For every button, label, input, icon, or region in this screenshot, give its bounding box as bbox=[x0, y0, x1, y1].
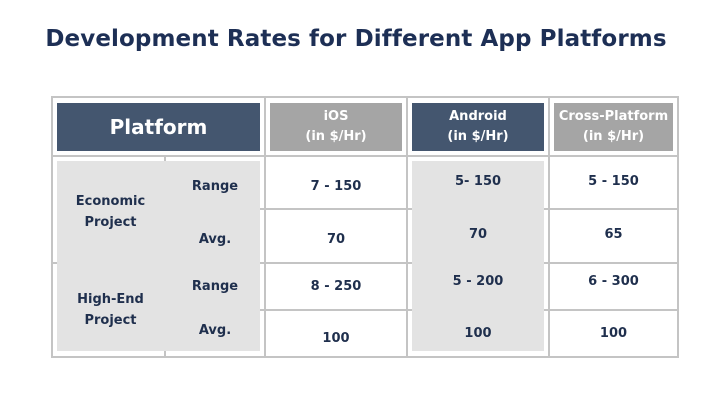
row-label-text: Avg. bbox=[198, 231, 232, 247]
value-cell-android: 5 - 200 bbox=[408, 269, 548, 293]
value-text: 8 - 250 bbox=[310, 278, 362, 294]
value-text: 70 bbox=[468, 226, 488, 242]
page-title: Development Rates for Different App Plat… bbox=[45, 26, 667, 52]
value-text: 100 bbox=[599, 325, 628, 341]
group-label-line: High-End bbox=[77, 292, 144, 307]
header-platform: Platform bbox=[57, 103, 260, 151]
header-cross-name: Cross-Platform bbox=[558, 109, 669, 124]
grid-line bbox=[548, 98, 550, 356]
header-cross-platform: Cross-Platform (in $/Hr) bbox=[554, 103, 673, 151]
header-ios-unit: (in $/Hr) bbox=[305, 129, 367, 144]
value-text: 70 bbox=[326, 231, 346, 247]
header-ios-name: iOS bbox=[323, 109, 349, 124]
value-cell-ios: 8 - 250 bbox=[266, 274, 406, 298]
value-text: 5- 150 bbox=[454, 173, 502, 189]
value-cell-ios: 70 bbox=[266, 227, 406, 251]
grid-line bbox=[53, 262, 677, 264]
grid-line bbox=[53, 155, 677, 157]
value-cell-ios: 7 - 150 bbox=[266, 174, 406, 198]
header-android-name: Android bbox=[449, 109, 507, 124]
value-cell-android: 70 bbox=[408, 222, 548, 246]
group-label-high-end: High-End Project bbox=[57, 264, 164, 356]
value-text: 6 - 300 bbox=[588, 273, 639, 289]
group-label-line: Project bbox=[84, 313, 137, 328]
row-label-text: Avg. bbox=[198, 322, 232, 338]
value-text: 7 - 150 bbox=[310, 178, 362, 194]
grid-line bbox=[406, 98, 408, 356]
value-text: 100 bbox=[464, 325, 492, 341]
grid-line bbox=[264, 98, 266, 356]
row-label-avg: Avg. bbox=[166, 318, 264, 342]
value-text: 100 bbox=[322, 330, 350, 346]
value-cell-cross-platform: 6 - 300 bbox=[550, 269, 677, 293]
row-label-text: Range bbox=[191, 278, 239, 294]
header-android: Android (in $/Hr) bbox=[412, 103, 544, 151]
android-column-shade bbox=[412, 161, 544, 351]
group-label-line: Project bbox=[84, 214, 137, 230]
value-cell-cross-platform: 65 bbox=[550, 222, 677, 246]
header-ios: iOS (in $/Hr) bbox=[270, 103, 402, 151]
row-label-avg: Avg. bbox=[166, 227, 264, 251]
rates-table: Platform iOS (in $/Hr) Android (in $/Hr)… bbox=[51, 96, 679, 358]
row-label-text: Range bbox=[191, 178, 239, 194]
group-label-line: Economic bbox=[75, 193, 146, 209]
row-label-range: Range bbox=[166, 274, 264, 298]
header-cross-unit: (in $/Hr) bbox=[582, 129, 645, 144]
value-cell-ios: 100 bbox=[266, 326, 406, 350]
value-cell-android: 100 bbox=[408, 321, 548, 345]
label-column-shade bbox=[57, 161, 260, 351]
value-text: 5 - 150 bbox=[588, 173, 639, 189]
header-platform-label: Platform bbox=[109, 115, 208, 139]
value-text: 65 bbox=[604, 226, 623, 242]
value-cell-cross-platform: 5 - 150 bbox=[550, 169, 677, 193]
value-cell-cross-platform: 100 bbox=[550, 321, 677, 345]
row-label-range: Range bbox=[166, 174, 264, 198]
value-text: 5 - 200 bbox=[452, 273, 504, 289]
group-label-economic: Economic Project bbox=[57, 161, 164, 262]
value-cell-android: 5- 150 bbox=[408, 169, 548, 193]
header-android-unit: (in $/Hr) bbox=[447, 129, 509, 144]
